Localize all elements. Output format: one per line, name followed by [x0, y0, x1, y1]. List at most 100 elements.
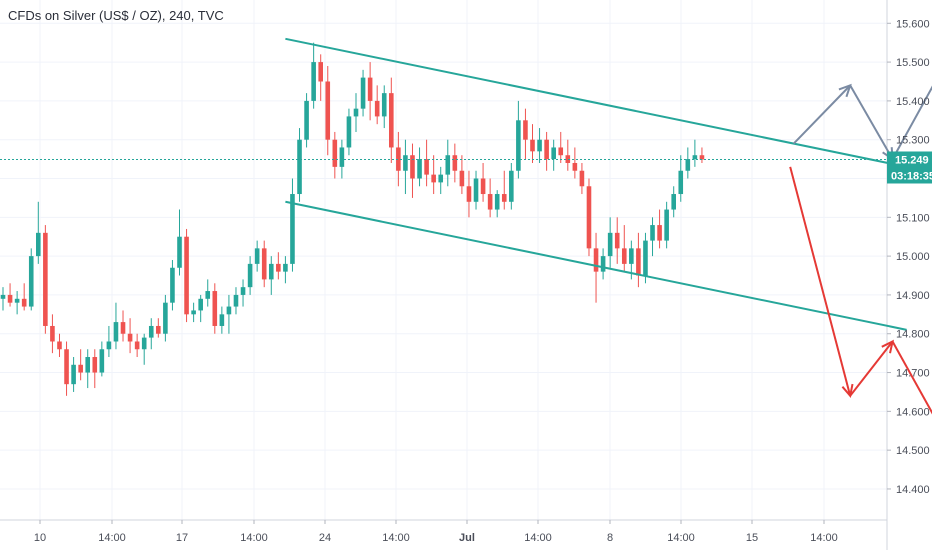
x-tick-label: 14:00	[810, 532, 838, 544]
candle-body	[530, 139, 535, 152]
candle-body	[657, 225, 662, 241]
candle-body	[664, 209, 669, 241]
candle-body	[261, 248, 267, 280]
y-tick-label: 14.600	[896, 406, 930, 418]
x-tick-label: 14:00	[240, 532, 268, 544]
x-tick-label: 17	[176, 532, 188, 544]
candle-body	[21, 298, 27, 307]
candle-body	[141, 337, 147, 350]
y-tick-label: 15.000	[896, 251, 930, 263]
candle-body	[692, 155, 698, 160]
candle-body	[417, 159, 422, 179]
x-tick-label: 14:00	[98, 532, 126, 544]
candle-body	[268, 263, 274, 280]
candle-body	[325, 81, 331, 140]
bearish-arrow-segment	[789, 166, 852, 397]
channel-upper-line	[285, 37, 907, 168]
candle-body	[586, 186, 592, 249]
candle-body	[127, 333, 133, 342]
candle-body	[551, 147, 556, 160]
candle-body	[452, 155, 458, 171]
candle-body	[410, 155, 415, 179]
x-tick-label: 15	[746, 532, 758, 544]
candle-body	[572, 162, 578, 171]
candle-body	[629, 248, 634, 264]
bullish-arrow-segment	[891, 85, 932, 160]
candle-body	[614, 232, 620, 249]
candle-body	[191, 310, 196, 315]
candle-body	[671, 194, 676, 210]
candle-body	[480, 178, 486, 195]
candle-body	[579, 170, 585, 187]
candle-body	[276, 263, 281, 272]
candle-body	[64, 349, 69, 385]
candle-body	[494, 194, 500, 210]
bearish-arrow-segment	[849, 340, 894, 397]
candle-body	[134, 341, 140, 350]
candle-body	[156, 325, 161, 334]
bullish-arrow-segment	[849, 84, 894, 160]
y-tick-label: 14.800	[896, 329, 930, 341]
candle-body	[466, 186, 472, 202]
candle-body	[403, 155, 408, 171]
candle-body	[85, 357, 91, 373]
candle-body	[304, 100, 309, 140]
symbol-title: CFDs on Silver (US$ / OZ), 240, TVC	[8, 8, 224, 23]
candle-body	[678, 170, 684, 195]
y-tick-label: 15.500	[896, 57, 930, 69]
y-tick-label: 14.700	[896, 368, 930, 380]
x-tick-label: 24	[319, 532, 331, 544]
candle-body	[36, 232, 41, 257]
y-tick-label: 14.400	[896, 484, 930, 496]
candle-body	[636, 248, 641, 276]
y-tick-label: 15.600	[896, 18, 930, 30]
candle-body	[374, 100, 380, 117]
candle-body	[7, 294, 13, 303]
x-tick-label: 14:00	[667, 532, 695, 544]
y-tick-label: 15.100	[896, 212, 930, 224]
candle-body	[283, 263, 288, 272]
x-tick-label: 14:00	[524, 532, 552, 544]
candle-body	[99, 349, 105, 373]
candle-body	[163, 302, 168, 334]
candle-body	[332, 139, 338, 167]
candle-body	[593, 248, 599, 272]
countdown-tag	[887, 167, 932, 184]
candle-body	[473, 178, 479, 202]
x-tick-label: 8	[607, 532, 613, 544]
candle-body	[537, 139, 542, 152]
candle-body	[92, 357, 98, 373]
candle-body	[558, 147, 564, 156]
last-price-label: 15.249	[895, 154, 929, 166]
candle-body	[339, 147, 345, 167]
candle-body	[170, 267, 175, 303]
candle-body	[254, 248, 260, 264]
candle-body	[424, 159, 429, 175]
candle-body	[544, 139, 549, 160]
candle-body	[600, 256, 606, 272]
candle-body	[346, 116, 352, 148]
countdown-label: 03:18:35	[891, 170, 932, 182]
candle-body	[445, 155, 451, 175]
y-tick-label: 14.500	[896, 445, 930, 457]
y-tick-label: 15.300	[896, 135, 930, 147]
candle-body	[650, 225, 655, 241]
bearish-arrow-segment	[891, 341, 932, 415]
candle-body	[438, 174, 444, 183]
candle-body	[318, 62, 323, 82]
candle-body	[71, 364, 76, 385]
candle-body	[389, 93, 394, 148]
candle-body	[396, 147, 401, 171]
candle-body	[247, 263, 253, 288]
channel-lower-line	[285, 200, 907, 331]
candle-body	[699, 155, 705, 160]
candle-body	[607, 232, 613, 257]
candle-body	[487, 194, 493, 210]
candle-body	[240, 287, 246, 295]
candle-body	[14, 298, 20, 303]
candle-body	[290, 194, 295, 264]
candle-body	[177, 236, 182, 268]
